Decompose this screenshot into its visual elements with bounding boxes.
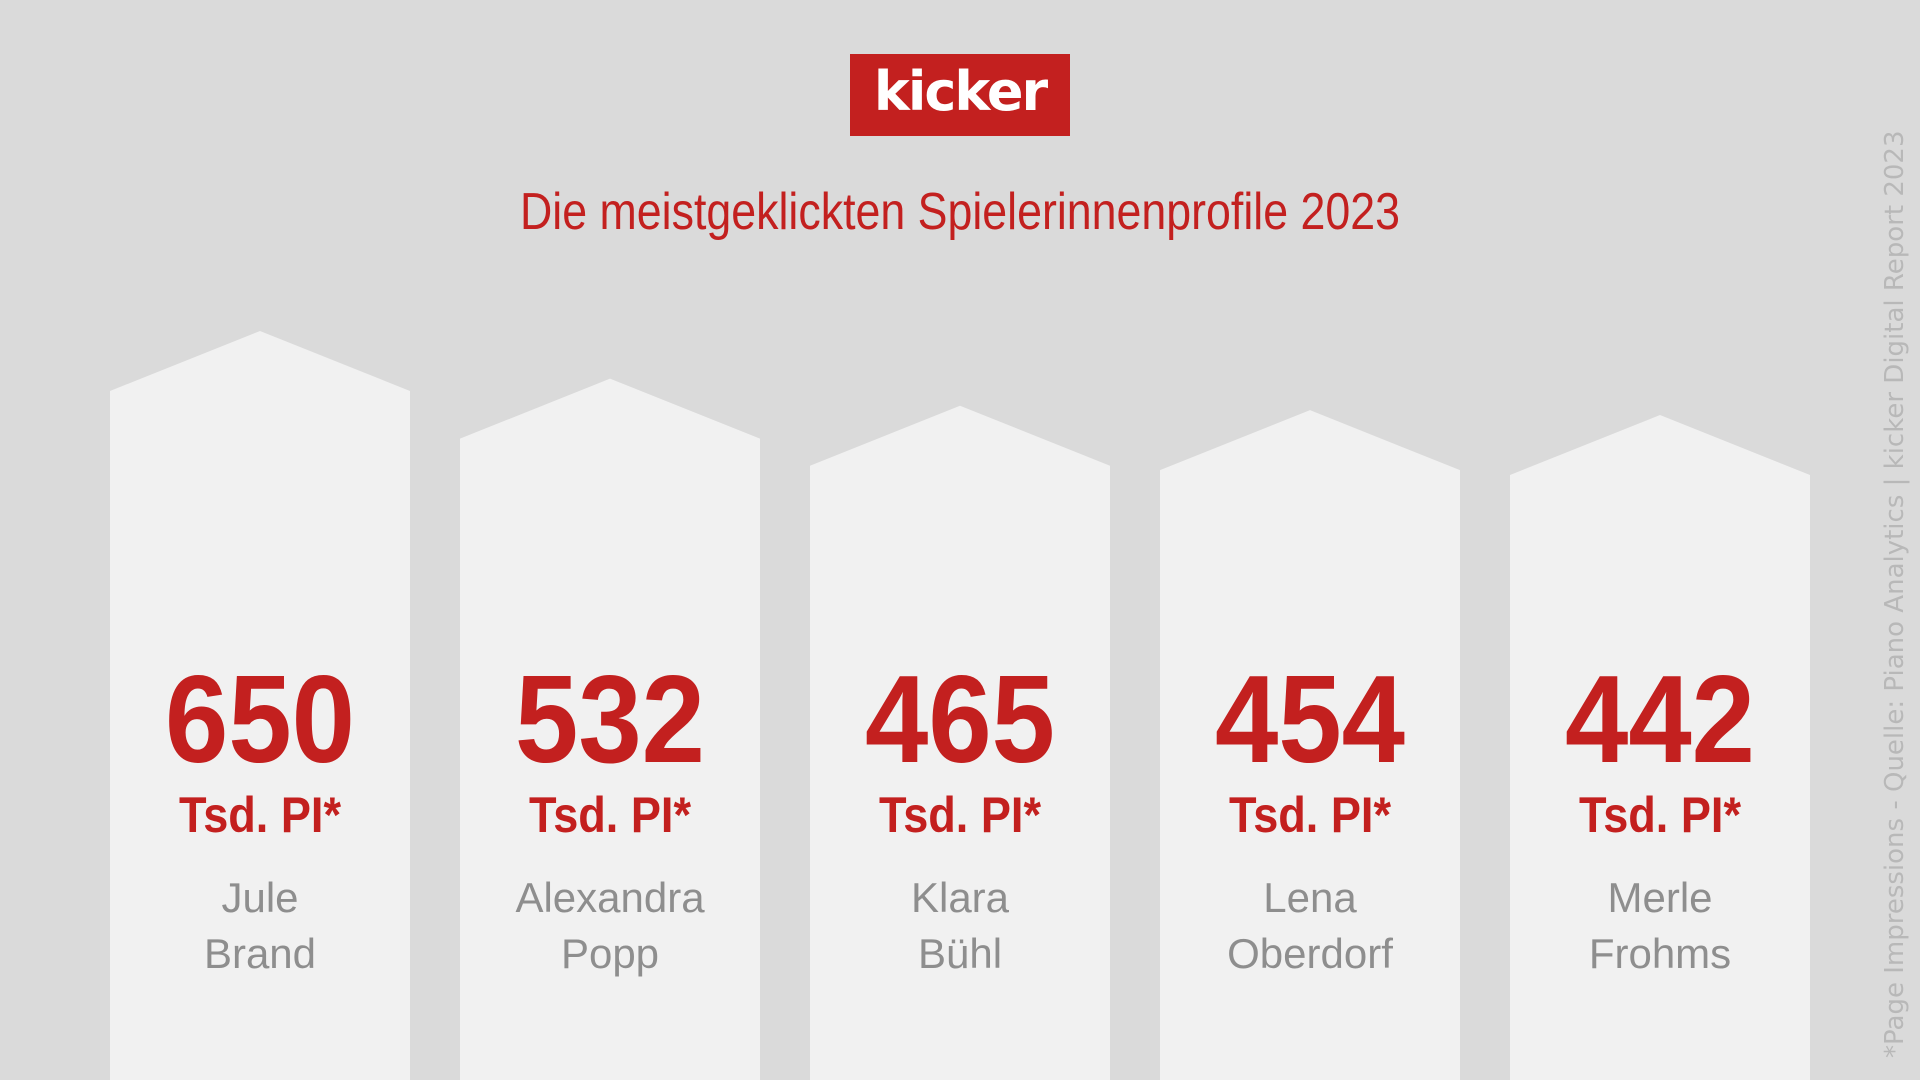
- bar-2: [460, 378, 760, 1080]
- source-note: *Page Impressions - Quelle: Piano Analyt…: [1880, 130, 1910, 1058]
- category-label-last-name: Bühl: [918, 930, 1002, 977]
- bar-5: [1510, 415, 1810, 1080]
- logo-text: kicker: [873, 60, 1048, 123]
- category-label-first-name: Lena: [1263, 874, 1357, 921]
- data-label-value: 442: [1565, 651, 1755, 789]
- category-label-last-name: Oberdorf: [1227, 930, 1393, 977]
- data-label-unit: Tsd. PI*: [179, 787, 341, 843]
- category-label-first-name: Jule: [221, 874, 298, 921]
- category-label-first-name: Klara: [911, 874, 1010, 921]
- category-label-last-name: Frohms: [1589, 930, 1731, 977]
- data-label-unit: Tsd. PI*: [529, 787, 691, 843]
- data-label-unit: Tsd. PI*: [1229, 787, 1391, 843]
- data-label-unit: Tsd. PI*: [1579, 787, 1741, 843]
- bar-1: [110, 331, 410, 1080]
- bar-4: [1160, 410, 1460, 1080]
- data-label-unit: Tsd. PI*: [879, 787, 1041, 843]
- data-label-value: 532: [515, 651, 705, 789]
- category-label-last-name: Popp: [561, 930, 659, 977]
- data-label-value: 650: [165, 651, 355, 789]
- category-label-last-name: Brand: [204, 930, 316, 977]
- data-label-value: 465: [865, 651, 1055, 789]
- data-label-value: 454: [1215, 651, 1405, 789]
- category-label-first-name: Merle: [1607, 874, 1712, 921]
- category-label-first-name: Alexandra: [515, 874, 705, 921]
- chart-title: Die meistgeklickten Spielerinnenprofile …: [520, 183, 1400, 241]
- bar-3: [810, 405, 1110, 1080]
- kicker-logo: kicker: [850, 54, 1070, 136]
